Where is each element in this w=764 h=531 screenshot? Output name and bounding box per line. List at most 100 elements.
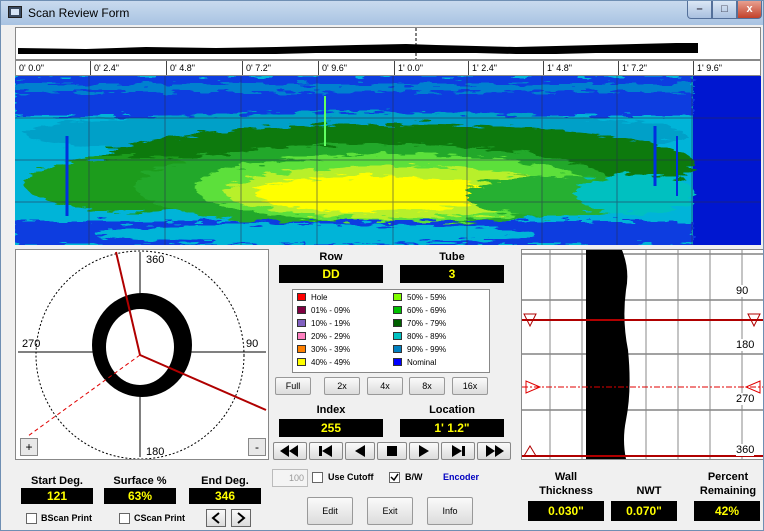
legend-swatch bbox=[297, 319, 306, 327]
bscan-label-270: 270 bbox=[736, 393, 755, 405]
step-back-icon bbox=[355, 445, 365, 457]
legend-item-label: Nominal bbox=[407, 358, 437, 367]
thickness-label: Thickness bbox=[539, 485, 593, 497]
nwt-label: NWT bbox=[636, 485, 662, 497]
legend-swatch bbox=[393, 319, 402, 327]
legend-item-label: 01% - 09% bbox=[311, 306, 351, 315]
zoom-4x-button[interactable]: 4x bbox=[367, 377, 403, 395]
first-button[interactable] bbox=[309, 442, 343, 460]
polar-label-180: 180 bbox=[146, 446, 165, 458]
zoom-2x-button[interactable]: 2x bbox=[324, 377, 360, 395]
zoom-full-button[interactable]: Full bbox=[275, 377, 311, 395]
nwt-value: 0.070" bbox=[611, 501, 677, 521]
row-value: DD bbox=[279, 265, 383, 283]
ruler-tick-label: 0' 2.4" bbox=[94, 63, 119, 73]
ruler-tick-label: 1' 4.8" bbox=[547, 63, 572, 73]
cutoff-value-input[interactable]: 100 bbox=[272, 469, 308, 487]
use-cutoff-label: Use Cutoff bbox=[328, 472, 374, 482]
percent-label: Percent bbox=[707, 471, 749, 483]
skip-first-icon bbox=[319, 445, 332, 457]
cscan-print-checkbox[interactable] bbox=[119, 513, 130, 524]
fast-rewind-button[interactable] bbox=[273, 442, 307, 460]
legend-item: 01% - 09% bbox=[297, 305, 387, 316]
zoom-16x-button[interactable]: 16x bbox=[452, 377, 488, 395]
legend-item: 30% - 39% bbox=[297, 344, 387, 355]
legend-swatch bbox=[393, 345, 402, 353]
bscan-label-180: 180 bbox=[736, 339, 755, 351]
zoom-out-button[interactable]: - bbox=[248, 438, 266, 456]
zoom-in-button[interactable]: + bbox=[20, 438, 38, 456]
legend-item: Hole bbox=[297, 292, 387, 303]
legend-item-label: 40% - 49% bbox=[311, 358, 351, 367]
legend-item: 80% - 89% bbox=[393, 331, 483, 342]
close-button[interactable]: x bbox=[737, 1, 762, 19]
legend-item-label: Hole bbox=[311, 293, 328, 302]
legend-item: 90% - 99% bbox=[393, 344, 483, 355]
app-icon bbox=[8, 6, 22, 18]
cscan-map[interactable] bbox=[15, 76, 761, 245]
step-forward-button[interactable] bbox=[409, 442, 439, 460]
edit-button[interactable]: Edit bbox=[307, 497, 353, 525]
stop-icon bbox=[387, 446, 397, 456]
bscan-label-360: 360 bbox=[736, 444, 755, 456]
legend-item-label: 70% - 79% bbox=[407, 319, 447, 328]
polar-label-270: 270 bbox=[22, 338, 41, 350]
percent-remaining-value: 42% bbox=[694, 501, 760, 521]
legend-item-label: 30% - 39% bbox=[311, 345, 351, 354]
end-deg-label: End Deg. bbox=[201, 475, 249, 487]
polar-label-360: 360 bbox=[146, 254, 165, 266]
axial-ruler: 0' 0.0" 0' 2.4" 0' 4.8" 0' 7.2" 0' 9.6" … bbox=[15, 60, 761, 76]
row-label: Row bbox=[319, 251, 343, 263]
start-deg-label: Start Deg. bbox=[31, 475, 83, 487]
legend-swatch bbox=[297, 358, 306, 366]
legend-item: 40% - 49% bbox=[297, 357, 387, 368]
legend-item-label: 10% - 19% bbox=[311, 319, 351, 328]
surface-label: Surface % bbox=[113, 475, 167, 487]
zoom-8x-button[interactable]: 8x bbox=[409, 377, 445, 395]
polar-label-90: 90 bbox=[246, 338, 259, 350]
step-back-button[interactable] bbox=[345, 442, 375, 460]
legend-swatch bbox=[297, 306, 306, 314]
fast-forward-button[interactable] bbox=[477, 442, 511, 460]
color-legend: Hole 01% - 09% 10% - 19% 20% - 29% 30% -… bbox=[292, 289, 490, 373]
encoder-label: Encoder bbox=[443, 472, 480, 482]
maximize-button[interactable]: □ bbox=[712, 1, 737, 19]
ruler-tick-label: 1' 7.2" bbox=[622, 63, 647, 73]
ruler-tick-label: 1' 9.6" bbox=[697, 63, 722, 73]
legend-item: 20% - 29% bbox=[297, 331, 387, 342]
tube-value: 3 bbox=[400, 265, 504, 283]
surface-value: 63% bbox=[104, 488, 176, 504]
title-bar: Scan Review Form – □ x bbox=[1, 1, 763, 25]
exit-button[interactable]: Exit bbox=[367, 497, 413, 525]
use-cutoff-checkbox[interactable] bbox=[312, 472, 323, 483]
legend-item-label: 80% - 89% bbox=[407, 332, 447, 341]
end-deg-value: 346 bbox=[189, 488, 261, 504]
legend-item-label: 60% - 69% bbox=[407, 306, 447, 315]
check-icon bbox=[390, 473, 399, 482]
legend-item: 70% - 79% bbox=[393, 318, 483, 329]
bscan-print-checkbox[interactable] bbox=[26, 513, 37, 524]
chevron-right-icon bbox=[237, 512, 246, 524]
last-button[interactable] bbox=[441, 442, 475, 460]
wall-label: Wall bbox=[554, 471, 578, 483]
next-button[interactable] bbox=[231, 509, 251, 527]
info-button[interactable]: Info bbox=[427, 497, 473, 525]
bscan-label-90: 90 bbox=[736, 285, 749, 297]
bw-checkbox[interactable] bbox=[389, 472, 400, 483]
bscan-print-label: BScan Print bbox=[41, 513, 93, 523]
legend-swatch bbox=[393, 332, 402, 340]
remaining-label: Remaining bbox=[699, 485, 757, 497]
index-value: 255 bbox=[279, 419, 383, 437]
prev-button[interactable] bbox=[206, 509, 226, 527]
legend-item-label: 20% - 29% bbox=[311, 332, 351, 341]
location-value: 1' 1.2" bbox=[400, 419, 504, 437]
stop-button[interactable] bbox=[377, 442, 407, 460]
legend-swatch bbox=[297, 293, 306, 301]
index-label: Index bbox=[316, 404, 346, 416]
bw-label: B/W bbox=[405, 472, 423, 482]
legend-item: 50% - 59% bbox=[393, 292, 483, 303]
ruler-tick-label: 0' 7.2" bbox=[246, 63, 271, 73]
window-title: Scan Review Form bbox=[28, 6, 130, 20]
cscan-print-label: CScan Print bbox=[134, 513, 186, 523]
minimize-button[interactable]: – bbox=[687, 1, 712, 19]
